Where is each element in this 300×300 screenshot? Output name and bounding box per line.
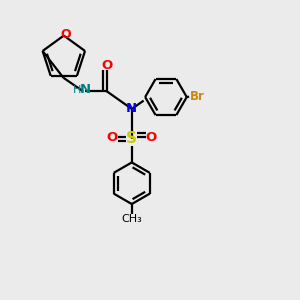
Text: H: H xyxy=(73,85,82,95)
Text: O: O xyxy=(101,59,112,72)
Text: N: N xyxy=(80,83,91,96)
Text: Br: Br xyxy=(190,90,205,103)
Text: N: N xyxy=(126,102,137,116)
Text: O: O xyxy=(146,131,157,144)
Text: CH₃: CH₃ xyxy=(122,214,142,224)
Text: S: S xyxy=(126,131,137,146)
Text: O: O xyxy=(107,131,118,144)
Text: O: O xyxy=(60,28,70,40)
